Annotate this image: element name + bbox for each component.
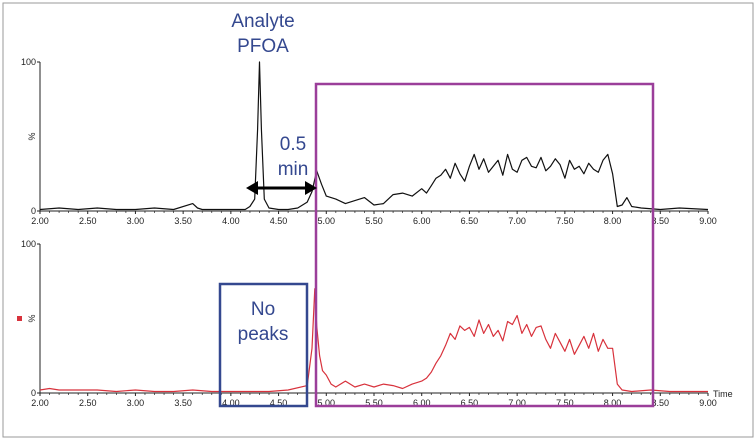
x-tick-label: 3.00 bbox=[127, 216, 145, 226]
x-tick-label: 7.00 bbox=[508, 216, 526, 226]
x-tick-label: 6.50 bbox=[461, 398, 479, 408]
series-line-top bbox=[39, 61, 709, 211]
x-tick-label: 5.50 bbox=[365, 216, 383, 226]
y-tick-label: 0 bbox=[31, 388, 36, 398]
x-tick-label: 6.50 bbox=[461, 216, 479, 226]
x-tick-label: 8.50 bbox=[652, 216, 670, 226]
bottom-panel: 0 100% 2.00 2.50 3.00 3.50 4.00 4.50 5.00 5.50 6.0… bbox=[21, 239, 733, 408]
top-panel: 0 100% 2.00 2.50 3.00 3.50 4.00 4.50 5.00 5.50 6.0… bbox=[21, 57, 717, 226]
y-tick-label: 100 bbox=[21, 239, 36, 249]
highlight-box bbox=[314, 82, 655, 408]
x-tick-label: 4.00 bbox=[222, 398, 240, 408]
x-tick-label: 7.50 bbox=[556, 216, 574, 226]
no-peaks-label-line2: peaks bbox=[238, 324, 289, 345]
x-tick-label: 5.00 bbox=[318, 398, 336, 408]
series-marker bbox=[17, 316, 22, 321]
retention-gap-arrow bbox=[246, 181, 317, 195]
analyte-label-line2: PFOA bbox=[237, 36, 289, 57]
no-peaks-box bbox=[218, 282, 309, 408]
x-tick-label: 4.50 bbox=[270, 216, 288, 226]
y-tick-label: 0 bbox=[31, 206, 36, 216]
x-tick-label: 9.00 bbox=[699, 216, 717, 226]
x-tick-label: 6.00 bbox=[413, 398, 431, 408]
x-tick-label: 2.00 bbox=[31, 398, 49, 408]
x-tick-label: 4.50 bbox=[270, 398, 288, 408]
x-tick-label: 4.00 bbox=[222, 216, 240, 226]
figure-border bbox=[2, 2, 754, 438]
x-tick-label: 3.50 bbox=[174, 398, 192, 408]
x-tick-label: 8.00 bbox=[604, 216, 622, 226]
x-tick-label: 2.00 bbox=[31, 216, 49, 226]
x-tick-label: 3.00 bbox=[127, 398, 145, 408]
x-tick-label: 5.50 bbox=[365, 398, 383, 408]
x-tick-label: 6.00 bbox=[413, 216, 431, 226]
x-tick-label: 3.50 bbox=[174, 216, 192, 226]
x-tick-label: 8.00 bbox=[604, 398, 622, 408]
series-line-bottom bbox=[39, 288, 708, 393]
x-tick-label: 9.00 bbox=[699, 398, 717, 408]
x-tick-label: 7.00 bbox=[508, 398, 526, 408]
no-peaks-label-line1: No bbox=[251, 299, 275, 320]
y-axis-label: % bbox=[27, 314, 37, 322]
x-axis-title: Time bbox=[713, 389, 733, 399]
x-tick-label: 2.50 bbox=[79, 216, 97, 226]
x-tick-label: 2.50 bbox=[79, 398, 97, 408]
y-axis-label: % bbox=[27, 132, 37, 140]
analyte-label-line1: Analyte bbox=[231, 11, 294, 32]
x-tick-label: 8.50 bbox=[652, 398, 670, 408]
x-tick-label: 7.50 bbox=[556, 398, 574, 408]
gap-label-line1: 0.5 bbox=[280, 134, 306, 155]
gap-label-line2: min bbox=[278, 159, 309, 180]
y-tick-label: 100 bbox=[21, 57, 36, 67]
x-tick-label: 5.00 bbox=[318, 216, 336, 226]
